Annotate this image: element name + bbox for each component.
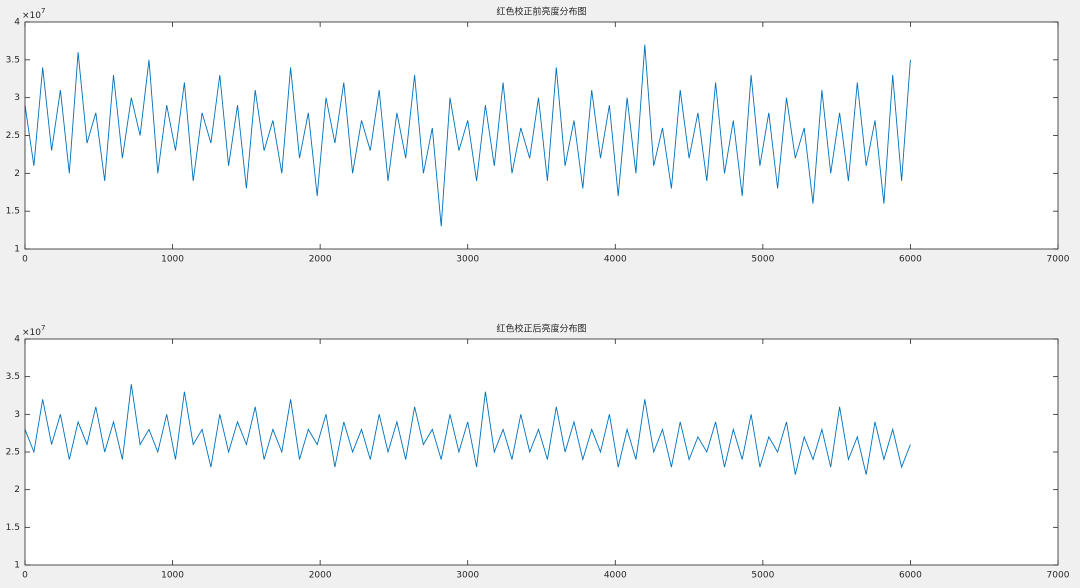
y-tick-label: 3.5	[6, 372, 20, 382]
data-line	[24, 44, 911, 227]
y-tick-label: 2.5	[6, 448, 20, 458]
multiplier-exponent: 7	[41, 7, 45, 15]
y-tick-label: 3	[14, 410, 20, 420]
x-tick-label: 3000	[456, 571, 479, 581]
y-tick-label: 3	[14, 93, 20, 103]
y-multiplier: ×107	[22, 7, 45, 21]
x-tick-label: 0	[22, 255, 28, 265]
x-tick-label: 6000	[899, 571, 922, 581]
x-tick-label: 0	[22, 571, 28, 581]
x-tick-label: 5000	[751, 255, 774, 265]
data-line	[24, 384, 911, 475]
y-tick-label: 4	[14, 18, 20, 28]
x-tick-label: 6000	[899, 255, 922, 265]
axes-area	[25, 22, 1058, 249]
x-tick-label: 2000	[309, 255, 332, 265]
x-tick-label: 2000	[309, 571, 332, 581]
y-multiplier: ×107	[22, 324, 45, 338]
x-tick-label: 3000	[456, 255, 479, 265]
axes-box	[24, 21, 1059, 250]
multiplier-base: ×10	[22, 11, 41, 21]
y-tick-label: 1	[14, 245, 20, 255]
y-tick-label: 1.5	[6, 207, 20, 217]
y-tick-label: 2	[14, 169, 20, 179]
y-tick-label: 2	[14, 485, 20, 495]
y-tick-label: 3.5	[6, 55, 20, 65]
x-tick-label: 1000	[161, 255, 184, 265]
multiplier-exponent: 7	[41, 324, 45, 332]
chart-title: 红色校正前亮度分布图	[496, 6, 586, 18]
x-tick-label: 7000	[1047, 255, 1070, 265]
y-tick-label: 2.5	[6, 131, 20, 141]
axes-area	[25, 339, 1058, 565]
y-tick-label: 1	[14, 561, 20, 571]
axes-box	[24, 338, 1059, 566]
x-tick-label: 4000	[604, 255, 627, 265]
x-tick-label: 5000	[751, 571, 774, 581]
x-tick-label: 7000	[1047, 571, 1070, 581]
x-tick-label: 1000	[161, 571, 184, 581]
y-tick-label: 1.5	[6, 523, 20, 533]
chart-title: 红色校正后亮度分布图	[496, 323, 586, 335]
y-tick-label: 4	[14, 335, 20, 345]
multiplier-base: ×10	[22, 328, 41, 338]
x-tick-label: 4000	[604, 571, 627, 581]
